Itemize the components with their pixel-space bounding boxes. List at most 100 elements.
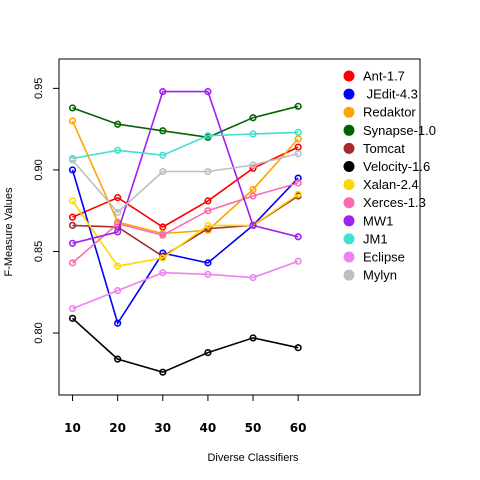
data-point [159, 231, 167, 239]
y-tick-label: 0.80 [33, 322, 45, 343]
y-tick-label: 0.95 [33, 78, 45, 99]
data-point [68, 117, 77, 125]
legend-item: Tomcat [343, 141, 405, 156]
legend-swatch [343, 142, 355, 154]
series-line [72, 260, 299, 310]
data-point [114, 355, 122, 363]
legend-swatch [343, 269, 355, 281]
legend-label: JEdit-4.3 [363, 87, 418, 102]
series-2 [68, 117, 302, 238]
data-point [249, 273, 257, 282]
data-point [114, 146, 122, 154]
legend-item: Xerces-1.3 [343, 195, 426, 210]
legend-label: Redaktor [363, 105, 416, 120]
legend-swatch [343, 124, 355, 136]
data-point [249, 114, 257, 122]
data-point [204, 197, 212, 205]
legend-item: MW1 [343, 213, 393, 228]
legend-item: JM1 [343, 231, 388, 246]
series-line [71, 317, 299, 374]
data-point [114, 319, 122, 327]
series-line [71, 182, 299, 264]
series-0 [68, 143, 302, 231]
data-point [294, 257, 302, 265]
series-7 [68, 179, 302, 267]
data-point [68, 104, 77, 112]
data-point [159, 269, 167, 277]
data-point [114, 120, 122, 128]
data-point [249, 130, 257, 138]
legend-item: Eclipse [343, 250, 405, 265]
legend-swatch [343, 161, 355, 172]
data-point [204, 207, 212, 215]
legend-item: Ant-1.7 [343, 69, 405, 84]
data-point [204, 132, 212, 140]
plot-box [58, 58, 421, 396]
x-tick-label: 40 [200, 421, 217, 435]
data-point [294, 135, 302, 143]
legend-item: Xalan-2.4 [343, 177, 419, 192]
data-point [294, 179, 302, 187]
data-point [68, 156, 77, 164]
series-line [71, 169, 299, 326]
data-point [114, 228, 122, 236]
legend-swatch [343, 70, 355, 82]
data-point [68, 304, 77, 313]
series-line [72, 90, 299, 245]
legend-swatch [343, 88, 355, 100]
data-point [294, 344, 302, 352]
legend-swatch [343, 197, 355, 209]
data-point [114, 194, 122, 202]
legend-label: Velocity-1.6 [363, 159, 430, 174]
data-point [159, 127, 167, 135]
legend-label: Mylyn [363, 268, 397, 283]
legend-item: Mylyn [343, 268, 397, 283]
legend-label: JM1 [363, 231, 388, 246]
series-line [72, 105, 299, 139]
data-point [294, 143, 302, 151]
legend-item: JEdit-4.3 [343, 87, 418, 102]
data-point [114, 287, 122, 295]
data-point [68, 221, 77, 229]
series-line [71, 152, 299, 214]
data-point [249, 161, 257, 169]
data-point [68, 259, 77, 267]
data-point [159, 254, 167, 262]
legend-swatch [343, 106, 355, 118]
series-8 [68, 88, 302, 247]
data-point [68, 197, 77, 205]
axes: 0.80 0.85 0.90 0.95 10 20 30 40 50 60 [33, 58, 421, 435]
legend-swatch [343, 233, 355, 245]
data-point [249, 334, 257, 342]
legend-item: Redaktor [343, 105, 416, 120]
x-tick-label: 10 [64, 421, 81, 435]
series-line [71, 120, 299, 235]
x-axis-title: Diverse Classifiers [207, 452, 299, 464]
data-point [204, 348, 212, 357]
legend-label: Xalan-2.4 [363, 177, 419, 192]
data-point [159, 368, 167, 376]
data-point [204, 167, 212, 176]
data-point [294, 150, 302, 158]
legend-label: Tomcat [363, 141, 405, 156]
series-6 [68, 190, 302, 270]
data-point [204, 259, 212, 267]
data-point [159, 151, 167, 159]
data-point [294, 190, 302, 198]
x-tick-label: 20 [109, 421, 126, 435]
data-point [159, 167, 167, 176]
data-point [294, 128, 302, 136]
series-line [72, 146, 299, 228]
legend-label: Eclipse [363, 250, 405, 265]
series-layer [68, 88, 302, 376]
data-point [68, 314, 77, 322]
data-point [204, 270, 212, 278]
x-tick-label: 60 [290, 421, 307, 435]
series-11 [68, 150, 302, 216]
data-point [294, 233, 302, 241]
series-10 [68, 257, 302, 313]
x-tick-label: 50 [245, 421, 262, 435]
series-line [72, 195, 299, 258]
legend-swatch [343, 179, 355, 191]
